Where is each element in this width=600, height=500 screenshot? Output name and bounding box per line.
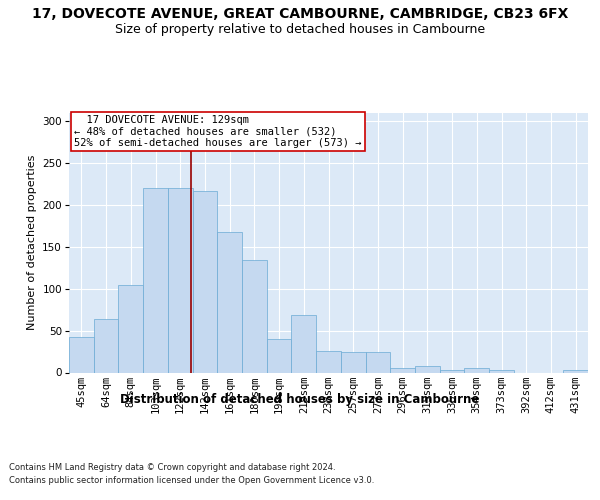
Text: Size of property relative to detached houses in Cambourne: Size of property relative to detached ho… xyxy=(115,22,485,36)
Bar xyxy=(118,286,143,372)
Text: 17, DOVECOTE AVENUE, GREAT CAMBOURNE, CAMBRIDGE, CB23 6FX: 17, DOVECOTE AVENUE, GREAT CAMBOURNE, CA… xyxy=(32,8,568,22)
Bar xyxy=(143,188,168,372)
Bar xyxy=(464,368,489,372)
Bar xyxy=(489,370,514,372)
Text: Contains HM Land Registry data © Crown copyright and database right 2024.: Contains HM Land Registry data © Crown c… xyxy=(9,462,335,471)
Bar xyxy=(341,352,365,372)
Bar xyxy=(94,319,118,372)
Bar xyxy=(267,339,292,372)
Bar xyxy=(365,352,390,372)
Bar xyxy=(563,370,588,372)
Bar xyxy=(217,232,242,372)
Bar xyxy=(168,188,193,372)
Bar xyxy=(69,338,94,372)
Bar xyxy=(316,350,341,372)
Bar xyxy=(390,368,415,372)
Bar xyxy=(242,260,267,372)
Bar xyxy=(292,316,316,372)
Y-axis label: Number of detached properties: Number of detached properties xyxy=(27,155,37,330)
Text: 17 DOVECOTE AVENUE: 129sqm
← 48% of detached houses are smaller (532)
52% of sem: 17 DOVECOTE AVENUE: 129sqm ← 48% of deta… xyxy=(74,115,362,148)
Bar xyxy=(193,190,217,372)
Text: Distribution of detached houses by size in Cambourne: Distribution of detached houses by size … xyxy=(121,392,479,406)
Bar xyxy=(440,370,464,372)
Text: Contains public sector information licensed under the Open Government Licence v3: Contains public sector information licen… xyxy=(9,476,374,485)
Bar xyxy=(415,366,440,372)
